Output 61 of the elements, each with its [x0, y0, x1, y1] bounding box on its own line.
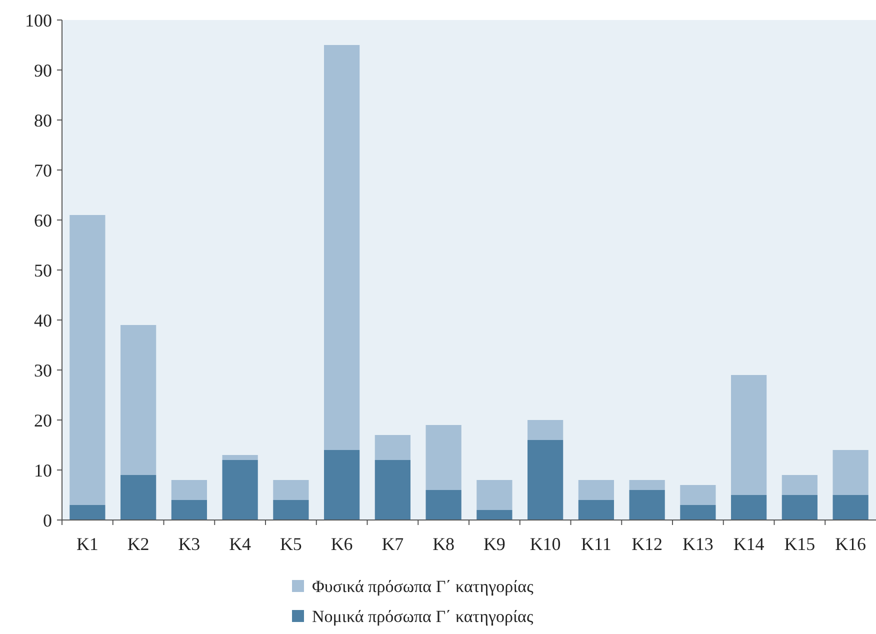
legend-label: Φυσικά πρόσωπα Γ΄ κατηγορίας — [312, 576, 534, 596]
bar — [171, 480, 207, 500]
bar — [70, 505, 106, 520]
x-tick-label: K10 — [530, 534, 561, 554]
y-tick-label: 0 — [43, 510, 52, 530]
x-tick-label: K8 — [432, 534, 455, 554]
bar — [171, 500, 207, 520]
y-tick-label: 90 — [34, 60, 52, 80]
bar — [70, 215, 106, 505]
x-tick-label: K12 — [632, 534, 663, 554]
bar — [273, 500, 309, 520]
y-tick-label: 30 — [34, 360, 52, 380]
bar — [374, 460, 410, 520]
bar — [832, 450, 868, 495]
bar — [731, 375, 767, 495]
bar — [782, 475, 818, 495]
bar — [222, 455, 258, 460]
x-tick-label: K15 — [784, 534, 816, 554]
x-tick-label: K11 — [581, 534, 612, 554]
x-tick-label: K9 — [483, 534, 506, 554]
bar — [578, 480, 614, 500]
bar — [731, 495, 767, 520]
x-tick-label: K6 — [330, 534, 353, 554]
bar — [426, 490, 462, 520]
bar — [832, 495, 868, 520]
bar — [578, 500, 614, 520]
x-tick-label: K2 — [127, 534, 150, 554]
bar — [120, 325, 156, 475]
bar — [324, 450, 360, 520]
legend-label: Νομικά πρόσωπα Γ΄ κατηγορίας — [312, 606, 534, 626]
y-tick-label: 70 — [34, 160, 52, 180]
x-tick-label: K3 — [178, 534, 200, 554]
bar — [120, 475, 156, 520]
bar — [680, 485, 716, 505]
bar — [426, 425, 462, 490]
x-tick-label: K1 — [76, 534, 98, 554]
x-tick-label: K14 — [733, 534, 764, 554]
x-tick-label: K16 — [835, 534, 866, 554]
bar — [476, 510, 512, 520]
bar — [528, 420, 564, 440]
y-tick-label: 20 — [34, 410, 52, 430]
x-tick-label: K4 — [229, 534, 252, 554]
x-tick-label: K13 — [682, 534, 714, 554]
y-tick-label: 100 — [25, 10, 52, 30]
bar — [629, 480, 665, 490]
bar — [324, 45, 360, 450]
bar — [273, 480, 309, 500]
y-tick-label: 60 — [34, 210, 52, 230]
bar — [629, 490, 665, 520]
y-tick-label: 10 — [34, 460, 52, 480]
bar — [528, 440, 564, 520]
y-tick-label: 40 — [34, 310, 52, 330]
y-tick-label: 80 — [34, 110, 52, 130]
bar — [476, 480, 512, 510]
bar — [374, 435, 410, 460]
bar — [680, 505, 716, 520]
x-tick-label: K7 — [382, 534, 404, 554]
x-tick-label: K5 — [280, 534, 302, 554]
y-tick-label: 50 — [34, 260, 52, 280]
bar — [782, 495, 818, 520]
bar — [222, 460, 258, 520]
